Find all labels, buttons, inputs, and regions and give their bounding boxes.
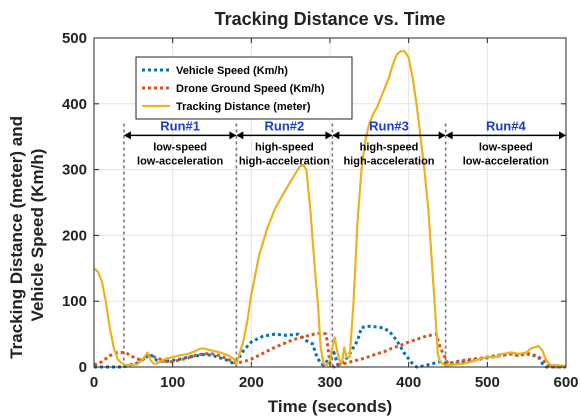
- run-description-line-2: high-acceleration: [343, 155, 434, 167]
- run-description-line-2: high-acceleration: [239, 155, 330, 167]
- axis-ticks: 0 100 200 300 400 500 600 0 100 200 300 400 500: [62, 30, 579, 391]
- series-layer: [93, 50, 567, 369]
- run-arrow-head-left: [123, 131, 131, 140]
- run-description-line-1: low-speed: [479, 141, 533, 153]
- run-label: Run#3: [369, 118, 409, 133]
- series-line-3: [93, 50, 567, 367]
- y-tick-label: 200: [62, 227, 87, 244]
- run-annotations: Run#1 low-speed low-acceleration Run#2 high-…: [123, 118, 566, 167]
- y-tick-label: 100: [62, 293, 87, 310]
- run-description-line-2: low-acceleration: [463, 155, 549, 167]
- legend-entry: Tracking Distance (meter): [176, 101, 311, 113]
- run-description-line-1: high-speed: [255, 141, 314, 153]
- run-boundaries: [123, 123, 447, 367]
- run-description-line-1: low-speed: [153, 141, 207, 153]
- x-tick-label: 100: [160, 374, 185, 391]
- x-tick-label: 400: [396, 374, 421, 391]
- legend-entry: Drone Ground Speed (Km/h): [176, 83, 325, 95]
- run-label: Run#2: [265, 118, 305, 133]
- chart-title: Tracking Distance vs. Time: [215, 9, 446, 29]
- y-tick-label: 0: [79, 359, 87, 376]
- run-arrow-head-left: [332, 131, 340, 140]
- x-tick-label: 0: [90, 374, 98, 391]
- x-axis-label: Time (seconds): [268, 397, 392, 416]
- run-arrow-head-left: [445, 131, 453, 140]
- run-arrow-head-right: [229, 131, 237, 140]
- y-axis-label: Tracking Distance (meter) and Vehicle Sp…: [7, 111, 47, 359]
- y-tick-label: 400: [62, 96, 87, 113]
- run-description-line-1: high-speed: [360, 141, 419, 153]
- run-label: Run#1: [160, 118, 200, 133]
- x-tick-label: 200: [239, 374, 264, 391]
- run-arrow-head-right: [438, 131, 446, 140]
- run-arrow-head-right: [325, 131, 333, 140]
- y-axis-label-line-2: Vehicle Speed (Km/h): [28, 149, 47, 322]
- y-axis-label-line-1: Tracking Distance (meter) and: [7, 116, 26, 359]
- x-tick-label: 300: [317, 374, 342, 391]
- x-tick-label: 500: [475, 374, 500, 391]
- run-label: Run#4: [486, 118, 527, 133]
- run-arrow-head-right: [559, 131, 566, 140]
- x-tick-label: 600: [553, 374, 578, 391]
- run-arrow-head-left: [236, 131, 244, 140]
- y-tick-label: 300: [62, 162, 87, 179]
- legend-entry: Vehicle Speed (Km/h): [176, 65, 288, 77]
- legend-box: [135, 56, 353, 120]
- y-tick-label: 500: [62, 30, 87, 47]
- run-description-line-2: low-acceleration: [137, 155, 223, 167]
- series-line-2: [93, 331, 566, 369]
- legend: Vehicle Speed (Km/h) Drone Ground Speed (…: [135, 56, 353, 120]
